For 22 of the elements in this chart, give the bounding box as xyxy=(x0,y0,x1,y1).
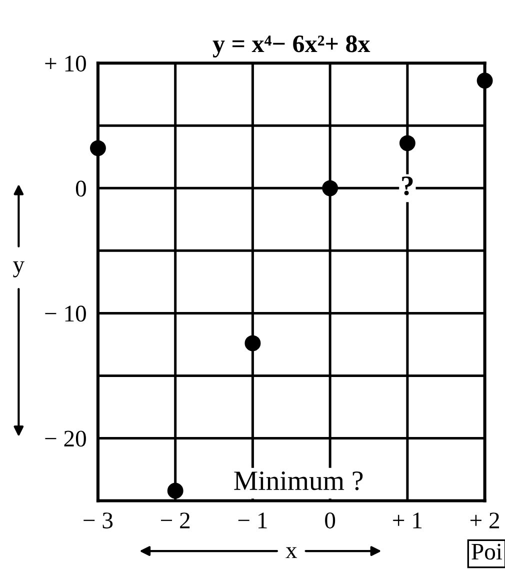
x-tick-label: − 2 xyxy=(161,512,190,528)
point xyxy=(399,135,416,152)
point xyxy=(90,140,106,156)
point xyxy=(476,72,493,89)
x-tick-label: − 1 xyxy=(238,512,267,528)
text: Poi xyxy=(472,544,502,560)
annotation: Minimum ? xyxy=(234,472,363,490)
y-axis-title: y xyxy=(13,261,24,278)
x-tick-label: − 3 xyxy=(84,512,113,528)
y-tick-label: − 10 xyxy=(45,306,86,322)
y-tick-label: − 20 xyxy=(45,430,86,447)
x-tick-label: + 2 xyxy=(470,512,500,528)
point xyxy=(322,180,338,196)
point xyxy=(244,335,261,352)
x-tick-label: + 1 xyxy=(393,512,422,528)
x-axis-title: x xyxy=(286,547,297,558)
point xyxy=(167,482,184,499)
y-tick-label: + 10 xyxy=(45,56,86,72)
chart-title: y = x⁴− 6x²+ 8x xyxy=(212,35,370,58)
x-tick-label: 0 xyxy=(325,512,336,528)
y-tick-label: 0 xyxy=(76,180,86,197)
annotation: ? xyxy=(402,176,413,196)
